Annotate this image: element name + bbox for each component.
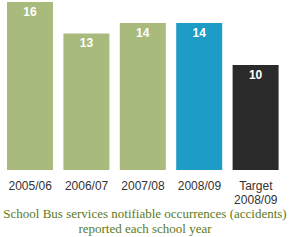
- svg-text:Target2008/09: Target2008/09: [234, 179, 278, 206]
- svg-text:2005/06: 2005/06: [9, 179, 53, 193]
- svg-text:2007/08: 2007/08: [121, 179, 165, 193]
- svg-text:13: 13: [80, 36, 94, 50]
- svg-text:2008/09: 2008/09: [178, 179, 222, 193]
- svg-text:10: 10: [249, 68, 263, 82]
- svg-text:2006/07: 2006/07: [65, 179, 109, 193]
- html-text:School Bus services notifiable: School Bus services notifiable occurrenc…: [3, 206, 287, 236]
- svg-text:14: 14: [193, 26, 207, 40]
- svg-text:16: 16: [23, 5, 37, 19]
- svg-text:14: 14: [136, 26, 150, 40]
